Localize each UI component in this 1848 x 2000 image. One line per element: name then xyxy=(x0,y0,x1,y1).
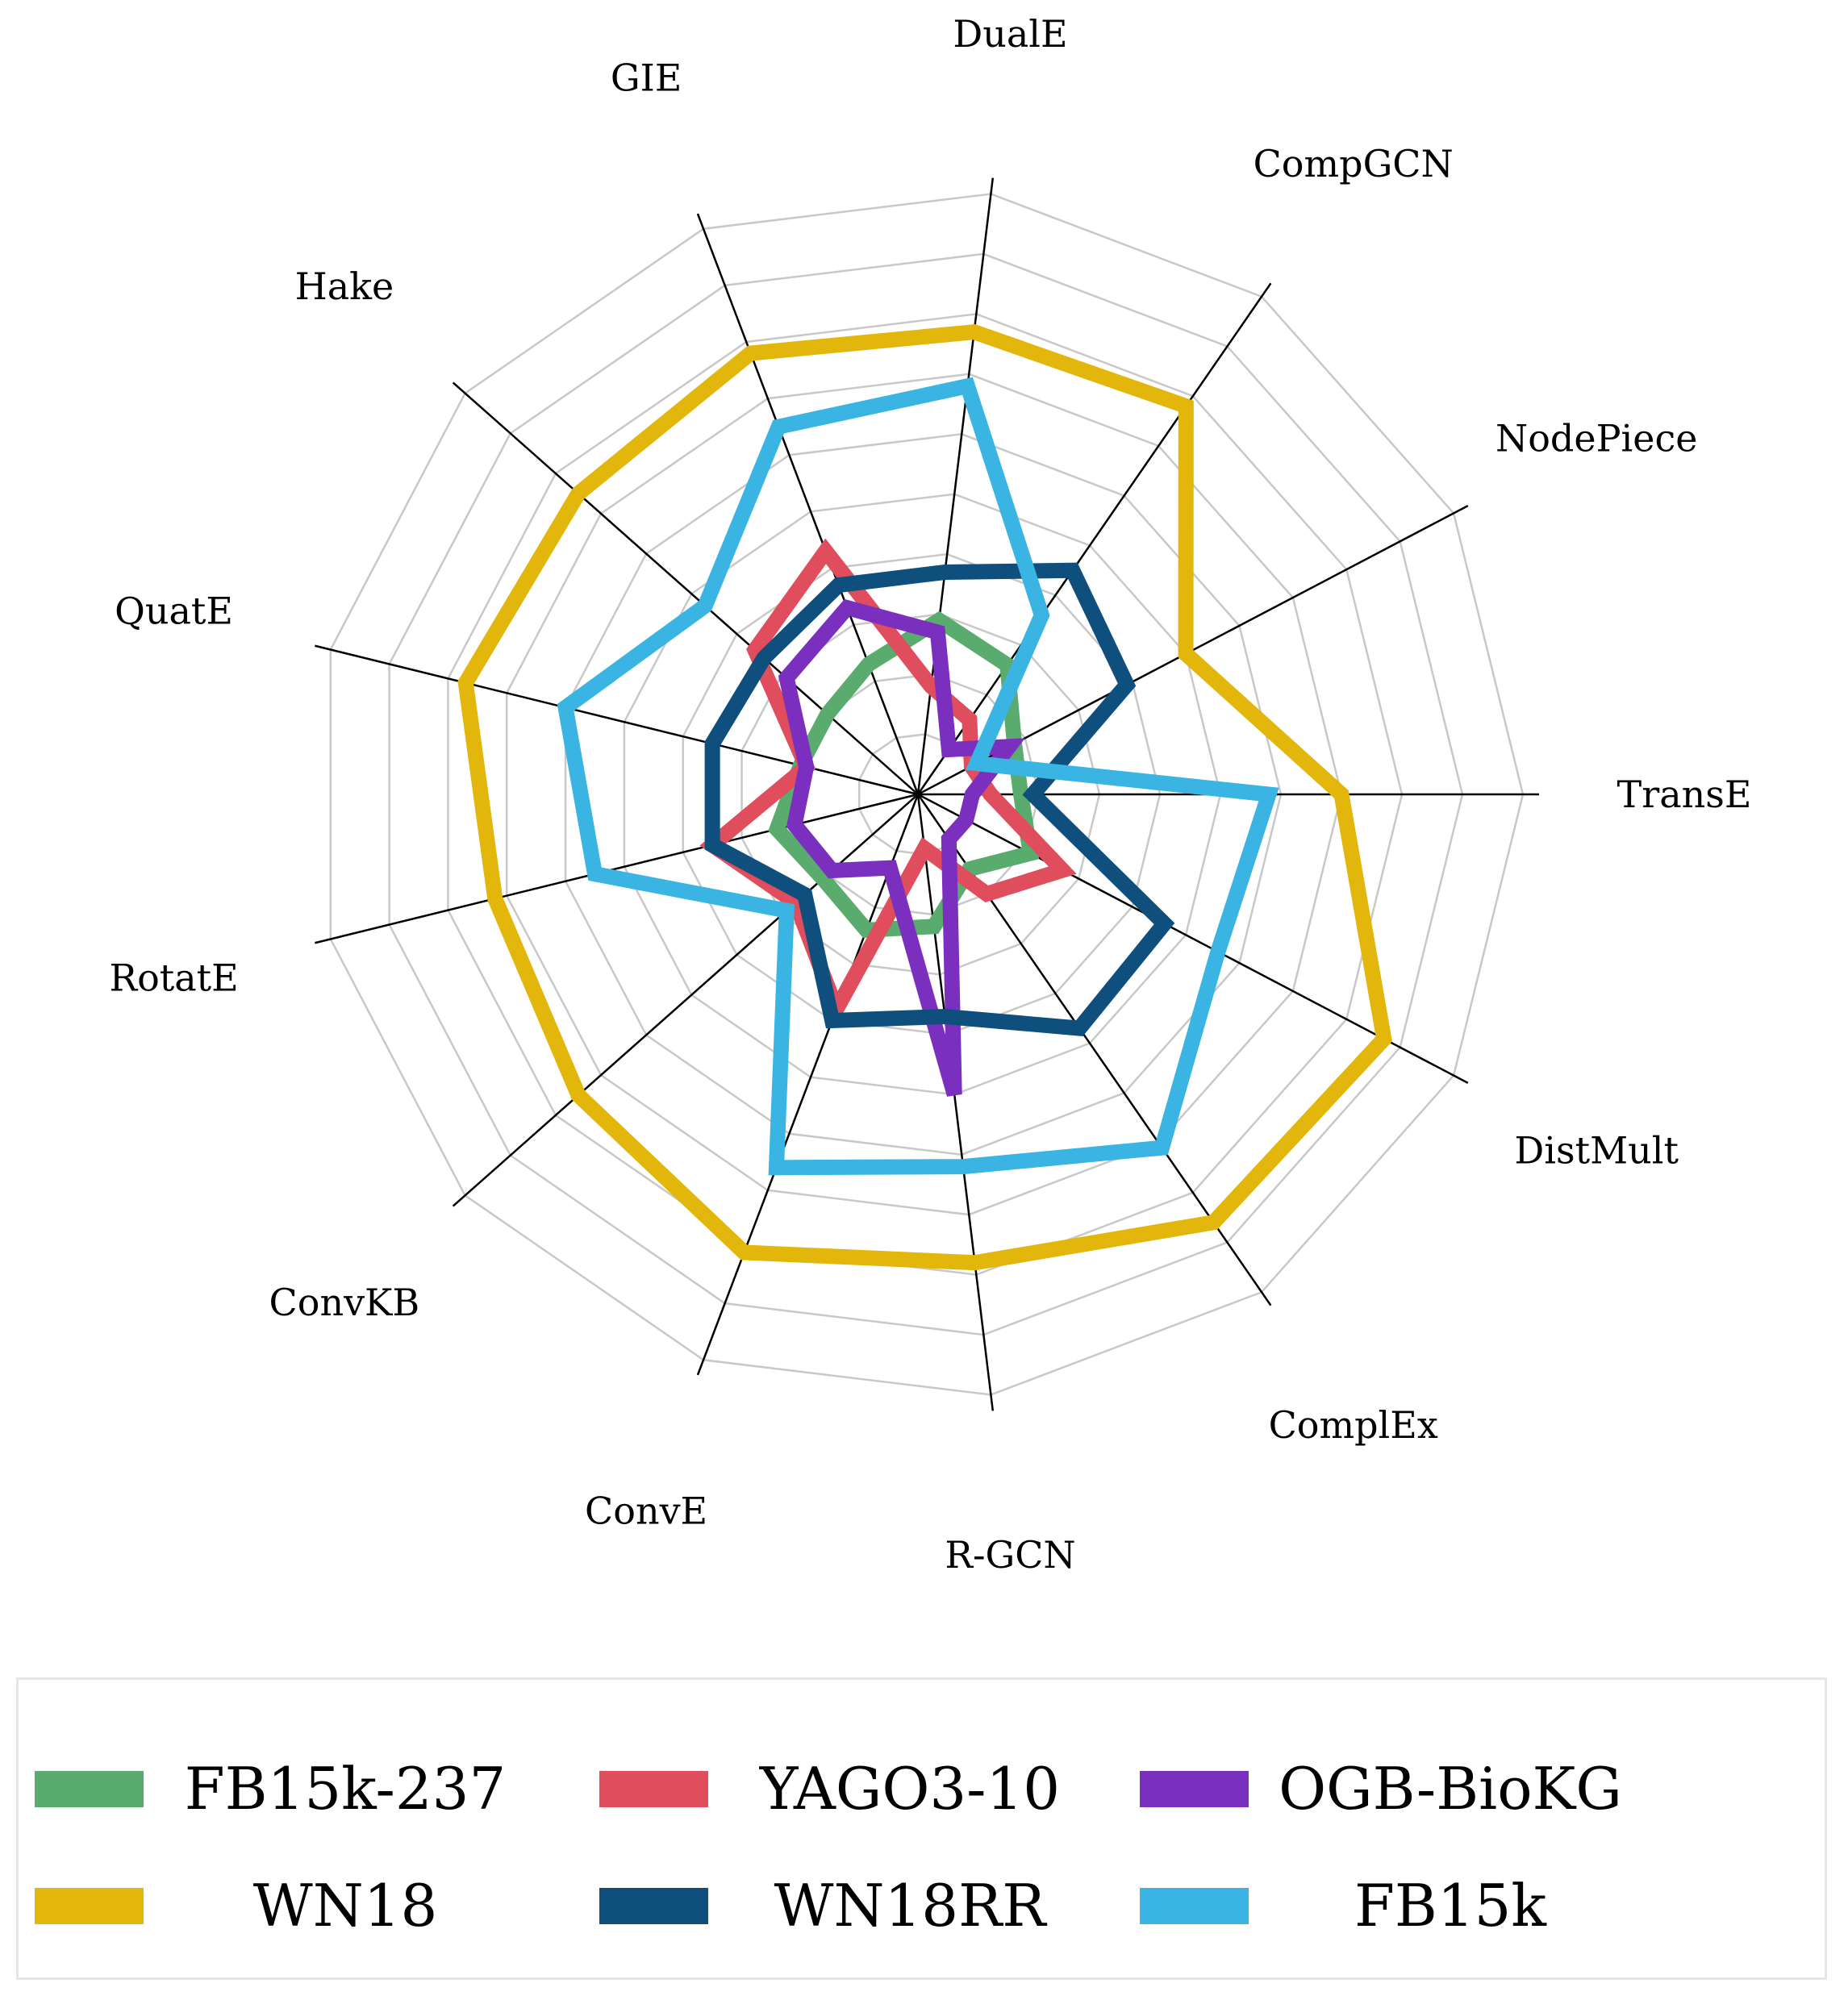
legend-item: WN18 xyxy=(35,1872,547,1940)
legend-swatch xyxy=(35,1770,144,1807)
legend-label: WN18RR xyxy=(774,1872,1046,1940)
axis-label: ComplEx xyxy=(1269,1403,1438,1447)
legend-label: FB15k xyxy=(1354,1872,1547,1940)
legend-swatch xyxy=(1140,1887,1249,1924)
series-ogb-biokg xyxy=(778,598,1025,1097)
legend-item: FB15k-237 xyxy=(35,1755,547,1823)
series-line xyxy=(778,598,1025,1097)
series-line xyxy=(699,538,1077,1028)
axis-label: ConvE xyxy=(585,1489,707,1532)
axis-label: ConvKB xyxy=(269,1281,420,1324)
axis-label: Hake xyxy=(295,265,394,308)
radar-chart: TransE DistMult ComplEx R-GCN ConvE ConvKB Rot… xyxy=(109,12,1751,1577)
grid-ring xyxy=(388,252,1464,1336)
axis-label: GIE xyxy=(611,56,682,100)
axis-line xyxy=(452,381,919,795)
series-line xyxy=(704,562,1175,1037)
radar-grid xyxy=(315,177,1539,1411)
axis-label: TransE xyxy=(1617,773,1752,816)
legend-label: WN18 xyxy=(252,1872,438,1940)
axis-line xyxy=(696,794,920,1376)
series-yago3-10 xyxy=(699,538,1077,1028)
legend-label: YAGO3-10 xyxy=(759,1755,1061,1823)
grid-ring xyxy=(740,613,1101,976)
grid-ring xyxy=(564,433,1283,1156)
radar-series xyxy=(457,324,1392,1271)
axis-label: RotatE xyxy=(109,956,238,999)
axis-label: DualE xyxy=(953,12,1067,56)
legend-item: OGB-BioKG xyxy=(1140,1755,1652,1823)
legend-swatch xyxy=(599,1887,708,1924)
legend-item: FB15k xyxy=(1140,1872,1652,1940)
axis-label: DistMult xyxy=(1514,1129,1679,1173)
legend-item: WN18RR xyxy=(599,1872,1112,1940)
grid-ring xyxy=(329,193,1525,1396)
axis-line xyxy=(315,644,919,796)
legend-item: YAGO3-10 xyxy=(599,1755,1112,1823)
axis-label: QuatE xyxy=(115,590,233,633)
axis-label: R-GCN xyxy=(945,1533,1075,1577)
legend-label: FB15k-237 xyxy=(184,1755,507,1823)
legend: FB15k-237 YAGO3-10 OGB-BioKG WN18 WN18RR FB15… xyxy=(16,1677,1827,1980)
axis-label: NodePiece xyxy=(1496,417,1697,460)
legend-swatch xyxy=(599,1770,708,1807)
grid-ring xyxy=(623,493,1222,1096)
axis-line xyxy=(315,793,919,944)
axis-line xyxy=(696,213,920,795)
axis-label: CompGCN xyxy=(1254,142,1454,185)
grid-ring xyxy=(447,313,1404,1276)
series-wn18 xyxy=(457,324,1392,1271)
axis-line xyxy=(916,282,1272,795)
legend-swatch xyxy=(35,1887,144,1924)
axis-line xyxy=(916,794,995,1411)
radar-axis-labels: TransE DistMult ComplEx R-GCN ConvE ConvKB Rot… xyxy=(109,12,1751,1577)
legend-label: OGB-BioKG xyxy=(1279,1755,1622,1823)
series-wn18rr xyxy=(704,562,1175,1037)
series-fb15k xyxy=(557,377,1279,1176)
series-line xyxy=(457,324,1392,1271)
legend-swatch xyxy=(1140,1770,1249,1807)
series-line xyxy=(557,377,1279,1176)
